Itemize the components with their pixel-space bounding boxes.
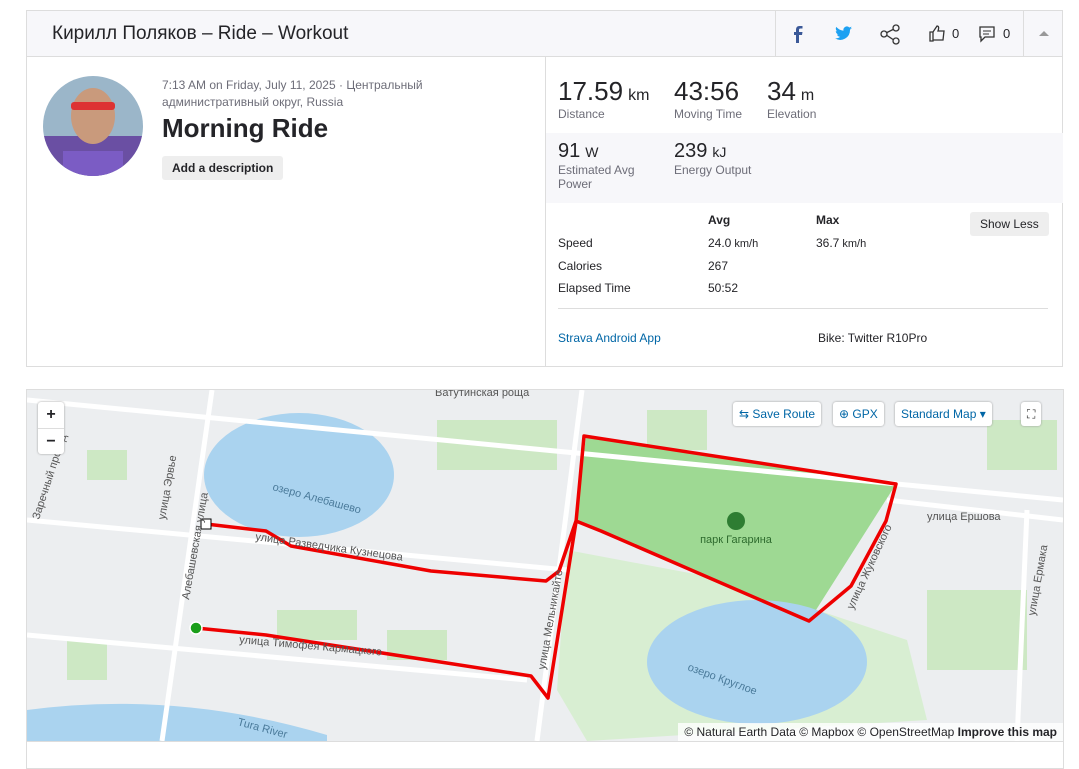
stat-number: 91	[558, 140, 581, 162]
actions: 0 0	[775, 11, 1064, 56]
map-label: Ватутинская роща	[435, 390, 530, 399]
fullscreen[interactable]: ⛶	[1021, 402, 1042, 426]
col-avg: Avg	[708, 213, 731, 227]
stat-value: 43:56	[674, 76, 774, 107]
save-route[interactable]: ⇆ Save Route	[733, 402, 822, 426]
share[interactable]	[880, 24, 902, 46]
map-label: улица Ершова	[927, 511, 1001, 523]
row-max: 36.7 km/h	[816, 236, 866, 250]
avg-value: 267	[708, 258, 729, 273]
meta: 7:13 AM on Friday, July 11, 2025 · Центр…	[162, 78, 423, 109]
finish-marker	[200, 518, 212, 530]
stat: 91 W Estimated Avg Power	[558, 140, 658, 191]
attribution-text: © Natural Earth Data © Mapbox © OpenStre…	[684, 725, 955, 739]
title: Кирилл Поляков – Ride – Workout	[52, 23, 349, 44]
twitter[interactable]	[832, 23, 854, 45]
header: Кирилл Поляков – Ride – Workout 0 0	[26, 10, 1063, 57]
stat-number: 239	[674, 140, 708, 162]
collapse[interactable]	[1023, 11, 1064, 56]
attribution: © Natural Earth Data © Mapbox © OpenStre…	[678, 723, 1063, 741]
stat: 34 m Elevation	[767, 76, 867, 121]
stat: 17.59 km Distance	[558, 76, 658, 121]
stat-unit: km	[628, 87, 650, 104]
stat-value: 239 kJ	[674, 140, 774, 163]
stat: 43:56 Moving Time	[674, 76, 774, 121]
stat-value: 91 W	[558, 140, 658, 163]
stat-number: 43:56	[674, 76, 740, 106]
max-value: 36.7	[816, 236, 840, 250]
improve-map[interactable]: Improve this map	[957, 725, 1057, 739]
collapse-icon	[1039, 31, 1049, 36]
stat-label: Energy Output	[674, 163, 752, 177]
comment-count: 0	[1003, 26, 1011, 41]
stat-label: Estimated Avg Power	[558, 163, 635, 191]
map-style[interactable]: Standard Map ▾	[895, 402, 992, 426]
comment-icon[interactable]	[978, 25, 996, 43]
add-description[interactable]: Add a description	[162, 156, 284, 180]
app[interactable]: Strava Android App	[558, 331, 661, 345]
row-avg: 267	[708, 259, 728, 273]
secondary-bg	[546, 133, 1063, 203]
park-icon	[727, 512, 745, 530]
stat-number: 17.59	[558, 76, 624, 106]
show-less[interactable]: Show Less	[970, 212, 1049, 236]
kudos-count: 0	[952, 26, 960, 41]
stat-unit: kJ	[712, 144, 727, 160]
avg-value: 24.0	[708, 236, 732, 250]
facebook[interactable]	[788, 24, 808, 44]
avatar	[43, 76, 143, 176]
gpx[interactable]: ⊕ GPX	[833, 402, 884, 426]
zoom-in[interactable]: +	[38, 402, 64, 429]
stat-unit: m	[800, 87, 815, 104]
stat-unit: W	[585, 144, 599, 160]
stat-number: 34	[767, 76, 796, 106]
row-label: Speed	[558, 236, 593, 250]
row-label: Elapsed Time	[558, 281, 631, 295]
row-avg: 24.0 km/h	[708, 236, 758, 250]
stat-label: Moving Time	[674, 107, 743, 121]
kudos-icon[interactable]	[928, 24, 946, 42]
divider	[558, 308, 1048, 309]
row-label: Calories	[558, 258, 603, 273]
stat-label: Distance	[558, 107, 605, 121]
max-unit: km/h	[842, 238, 867, 250]
map-label: парк Гагарина	[700, 534, 773, 546]
map[interactable]: Ватутинская роща озеро Алебашево улица Р…	[26, 389, 1064, 742]
stat-value: 17.59 km	[558, 76, 658, 107]
stat-label: Elevation	[767, 107, 817, 121]
stats: 17.59 km Distance 43:56 Moving Time 34 m Elevat…	[545, 56, 1063, 366]
stat-value: 34 m	[767, 76, 867, 107]
row-avg: 50:52	[708, 281, 738, 295]
zoom-out[interactable]: −	[46, 433, 56, 450]
route	[195, 434, 898, 700]
map-footer	[26, 741, 1064, 769]
location: Центральный административный округ, Russ…	[162, 78, 423, 109]
bike: Bike: Twitter R10Pro	[818, 331, 928, 345]
start-marker	[189, 621, 203, 635]
gpx-label: GPX	[852, 407, 878, 421]
avg-unit: km/h	[734, 238, 759, 250]
stat: 239 kJ Energy Output	[674, 140, 774, 177]
activity-name: Morning Ride	[162, 113, 329, 143]
save-route-label: Save Route	[752, 407, 816, 421]
map-canvas: Ватутинская роща озеро Алебашево улица Р…	[27, 390, 1063, 741]
datetime: 7:13 AM on Friday, July 11, 2025	[162, 78, 336, 92]
col-max: Max	[816, 213, 840, 227]
zoom-controls: + −	[38, 402, 64, 454]
avg-value: 50:52	[708, 281, 739, 295]
summary-panel: 7:13 AM on Friday, July 11, 2025 · Центр…	[26, 56, 1063, 367]
map-style-label: Standard Map	[901, 407, 977, 421]
